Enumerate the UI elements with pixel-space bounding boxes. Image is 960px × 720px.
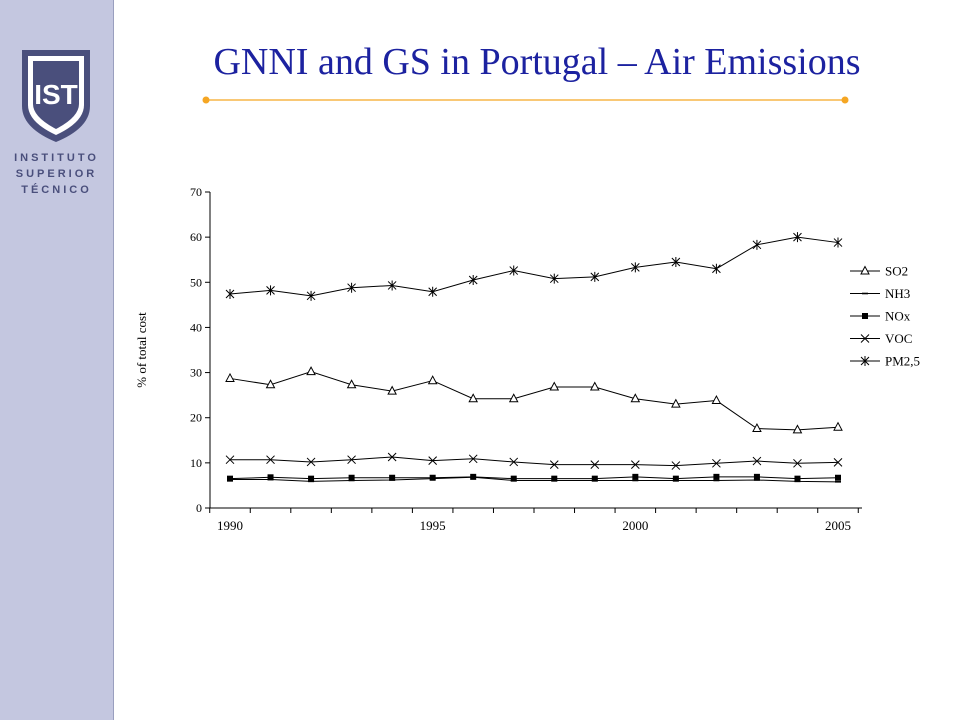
- data-point: [793, 425, 801, 433]
- data-point: [226, 374, 234, 382]
- y-tick-label: 0: [196, 501, 202, 515]
- institution-name-line: INSTITUTO: [0, 152, 113, 164]
- emissions-line-chart: 0 10 20 30 40 50 60 70 1990 1995 2000 2005 % of tota…: [120, 170, 940, 550]
- y-axis-label: % of total cost: [134, 312, 149, 388]
- data-point: [429, 376, 437, 384]
- y-tick-label: 30: [190, 366, 202, 380]
- data-point: [551, 476, 557, 482]
- data-point: [430, 475, 436, 481]
- legend-label: NH3: [885, 286, 910, 301]
- data-point: [550, 383, 558, 391]
- sidebar: IST INSTITUTO SUPERIOR TÉCNICO: [0, 0, 114, 720]
- data-point: [227, 476, 233, 482]
- data-point: [835, 475, 841, 481]
- x-tick-label: 2000: [622, 518, 648, 533]
- data-point: [389, 475, 395, 481]
- logo-text: IST: [34, 79, 78, 110]
- ist-logo-icon: IST: [20, 48, 92, 144]
- data-point: [753, 240, 761, 250]
- data-point: [862, 313, 868, 319]
- data-point: [794, 476, 800, 482]
- title-underline: [200, 93, 860, 109]
- data-point: [753, 424, 761, 432]
- data-point: [470, 474, 476, 480]
- data-point: [673, 476, 679, 482]
- data-point: [349, 475, 355, 481]
- y-tick-label: 60: [190, 230, 202, 244]
- data-point: [713, 474, 719, 480]
- x-tick-label: 1990: [217, 518, 243, 533]
- legend-label: PM2,5: [885, 354, 920, 369]
- data-point: [307, 367, 315, 375]
- legend-label: SO2: [885, 264, 908, 279]
- y-tick-label: 50: [190, 275, 202, 289]
- data-point: [592, 476, 598, 482]
- legend-label: NOx: [885, 309, 911, 324]
- x-tick-label: 2005: [825, 518, 851, 533]
- data-point: [754, 474, 760, 480]
- y-tick-label: 20: [190, 411, 202, 425]
- y-tick-label: 70: [190, 185, 202, 199]
- data-point: [511, 476, 517, 482]
- y-tick-label: 40: [190, 320, 202, 334]
- data-point: [591, 383, 599, 391]
- slide-title: GNNI and GS in Portugal – Air Emissions: [114, 40, 960, 84]
- data-point: [712, 396, 720, 404]
- series-line: [230, 372, 838, 430]
- data-point: [834, 423, 842, 431]
- legend-label: VOC: [885, 331, 912, 346]
- data-point: [268, 474, 274, 480]
- y-tick-label: 10: [190, 456, 202, 470]
- institution-name-line: SUPERIOR: [0, 168, 113, 180]
- x-tick-label: 1995: [420, 518, 446, 533]
- series-line: [230, 477, 838, 479]
- data-point: [510, 266, 518, 276]
- series-line: [230, 457, 838, 466]
- data-point: [308, 476, 314, 482]
- data-point: [861, 267, 869, 275]
- data-point: [632, 474, 638, 480]
- institution-name-line: TÉCNICO: [0, 184, 113, 196]
- series-line: [230, 237, 838, 296]
- data-point: [469, 275, 477, 285]
